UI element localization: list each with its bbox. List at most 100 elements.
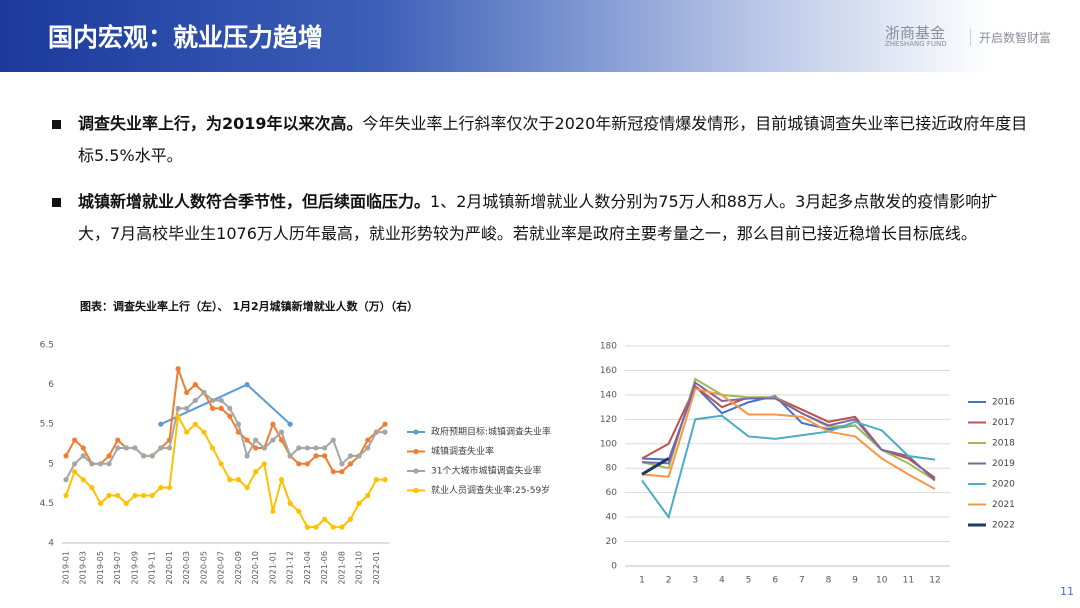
point (97, 500, 104, 506)
y-tick-label: 20 (606, 537, 618, 547)
point (347, 516, 354, 522)
point (330, 469, 336, 475)
point (132, 445, 138, 451)
point (132, 492, 138, 499)
point (106, 492, 112, 499)
point (123, 445, 129, 451)
point (382, 421, 388, 427)
point (115, 445, 121, 451)
point (184, 389, 190, 396)
point (140, 492, 147, 499)
bullet-text: 今年失业率上行斜率仅次于2020年新冠疫情爆发情形，目前城镇调查失业率已接近政府… (78, 114, 1028, 165)
x-tick-label: 2020-05 (199, 551, 208, 584)
point (209, 397, 216, 404)
point (322, 453, 328, 459)
point (227, 405, 233, 411)
point (235, 477, 242, 483)
page-number: 11 (1060, 585, 1074, 598)
legend-label: 2017 (992, 418, 1015, 428)
point (373, 477, 379, 483)
series-line (641, 377, 936, 482)
point (184, 429, 190, 435)
y-tick-label: 4 (48, 539, 54, 549)
x-tick-label: 4 (719, 576, 725, 586)
point (192, 421, 198, 427)
x-tick-label: 2021-10 (355, 551, 364, 584)
point (347, 461, 354, 467)
point (158, 421, 164, 427)
bullet-bold: 城镇新增就业人数符合季节性，但后续面临压力。 (78, 192, 431, 211)
legend-label: 城镇调查失业率 (431, 445, 494, 457)
legend-marker (413, 487, 419, 494)
point (356, 453, 362, 459)
caption: 图表：调查失业率上行（左）、 1月2月城镇新增就业人数（万）（右） (80, 300, 419, 313)
bullet-icon (52, 198, 61, 207)
point (166, 445, 173, 451)
bullet: 调查失业率上行，为2019年以来次高。今年失业率上行斜率仅次于2020年新冠疫情… (78, 108, 1028, 172)
y-tick-label: 140 (600, 390, 617, 400)
point (97, 461, 104, 467)
point (158, 445, 164, 451)
point (63, 477, 69, 483)
point (72, 437, 78, 443)
y-tick-label: 100 (600, 439, 617, 449)
series-line (641, 457, 670, 476)
point (322, 445, 328, 451)
x-tick-label: 2019-09 (130, 551, 139, 584)
series-line (65, 391, 385, 481)
y-tick-label: 5 (48, 459, 54, 469)
legend-label: 政府预期目标:城镇调查失业率 (431, 426, 551, 438)
legend-label: 2020 (992, 480, 1015, 490)
point (244, 437, 250, 443)
x-tick-label: 11 (903, 576, 914, 586)
point (313, 453, 319, 459)
legend-label: 2018 (992, 439, 1015, 449)
y-tick-label: 80 (606, 464, 618, 474)
point (192, 382, 198, 388)
legend-marker (413, 429, 419, 435)
x-tick-label: 2022-01 (372, 551, 381, 584)
x-tick-label: 5 (746, 576, 752, 586)
point (278, 477, 285, 483)
point (166, 484, 173, 491)
point (175, 366, 181, 372)
y-tick-label: 180 (600, 342, 617, 352)
point (89, 484, 95, 491)
slogan: 开启数智财富 (970, 29, 1051, 46)
point (339, 461, 345, 467)
point (330, 437, 336, 443)
x-tick-label: 2021-06 (320, 551, 329, 584)
point (339, 469, 345, 475)
x-tick-label: 2019-07 (113, 551, 122, 584)
point (261, 461, 267, 467)
logo-sub: ZHESHANG FUND (885, 40, 947, 48)
x-tick-label: 12 (929, 576, 940, 586)
y-tick-label: 160 (600, 366, 617, 376)
x-tick-label: 7 (799, 576, 805, 586)
x-tick-label: 9 (852, 576, 858, 586)
y-tick-label: 6 (48, 380, 54, 390)
point (244, 453, 250, 459)
point (115, 437, 121, 443)
point (365, 445, 371, 451)
x-tick-label: 2020-10 (251, 551, 260, 584)
y-tick-label: 120 (600, 415, 617, 425)
point (278, 429, 285, 435)
point (270, 508, 276, 514)
point (304, 461, 311, 467)
point (158, 484, 164, 491)
series-line (641, 381, 936, 482)
point (253, 445, 259, 451)
point (201, 429, 207, 435)
bullet: 城镇新增就业人数符合季节性，但后续面临压力。1、2月城镇新增就业人数分别为75万… (78, 186, 1028, 250)
x-tick-label: 2020-09 (234, 551, 243, 584)
point (356, 500, 362, 506)
point (218, 461, 224, 467)
point (123, 500, 129, 506)
point (339, 524, 345, 530)
x-tick-label: 8 (826, 576, 832, 586)
point (373, 429, 379, 435)
point (304, 524, 311, 530)
